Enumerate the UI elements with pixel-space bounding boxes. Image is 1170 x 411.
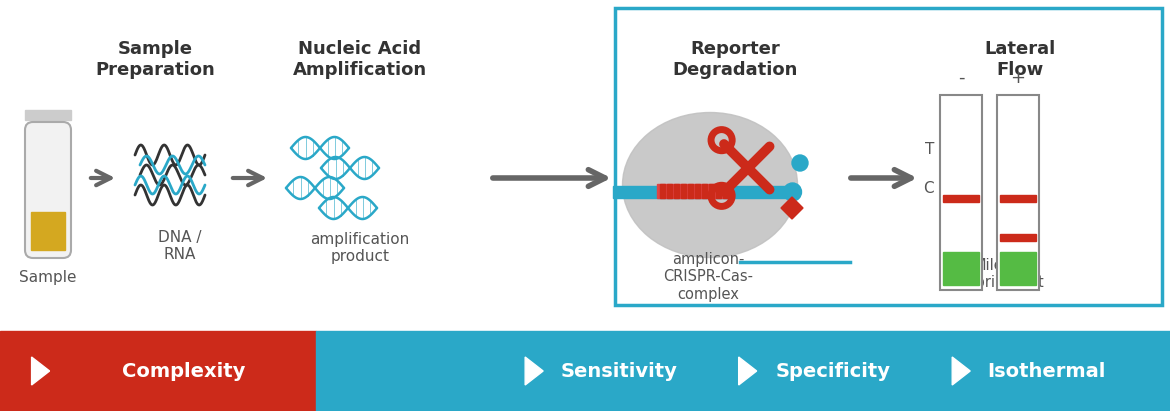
Text: Sample
Preparation: Sample Preparation [95, 40, 215, 79]
Bar [716, 184, 721, 198]
Bar [25, 110, 71, 120]
Text: Reporter
Degradation: Reporter Degradation [673, 40, 798, 79]
Polygon shape [32, 357, 49, 385]
Bar [940, 95, 982, 290]
Bar [688, 184, 693, 198]
Bar [997, 95, 1039, 290]
Text: Nucleic Acid
Amplification: Nucleic Acid Amplification [292, 40, 427, 79]
Text: Complexity: Complexity [122, 362, 245, 381]
Polygon shape [738, 357, 757, 385]
Text: amplicon-
CRISPR-Cas-
complex: amplicon- CRISPR-Cas- complex [663, 252, 753, 302]
Text: Lateral
Flow: Lateral Flow [984, 40, 1055, 79]
Text: DNA /
RNA: DNA / RNA [158, 230, 201, 262]
Bar [1000, 234, 1035, 241]
Text: T: T [924, 142, 934, 157]
Bar [681, 184, 686, 198]
Text: Sensitivity: Sensitivity [560, 362, 677, 381]
Bar [0, 331, 316, 411]
Bar [695, 184, 700, 198]
Text: Milenia
HybriDetect: Milenia HybriDetect [956, 258, 1044, 291]
Text: Isothermal: Isothermal [987, 362, 1106, 381]
Bar [30, 212, 66, 250]
Bar [316, 331, 1170, 411]
Bar [709, 184, 714, 198]
Bar [1000, 252, 1035, 285]
Bar [1000, 195, 1035, 202]
Text: amplification
product: amplification product [310, 232, 410, 264]
Bar [702, 184, 707, 198]
Bar [943, 195, 979, 202]
Text: -: - [958, 69, 964, 87]
Bar [674, 184, 679, 198]
Polygon shape [525, 357, 543, 385]
Circle shape [784, 183, 801, 201]
Bar [615, 8, 1162, 305]
Bar [943, 252, 979, 285]
Text: Specificity: Specificity [776, 362, 890, 381]
Text: +: + [1011, 69, 1025, 87]
Ellipse shape [622, 113, 798, 258]
Polygon shape [782, 197, 803, 219]
Bar [613, 186, 798, 198]
Text: C: C [923, 181, 934, 196]
Bar [667, 184, 672, 198]
Text: Sample: Sample [19, 270, 77, 285]
Circle shape [792, 155, 808, 171]
FancyBboxPatch shape [25, 122, 71, 258]
Bar [723, 184, 728, 198]
Bar [658, 184, 727, 198]
Bar [660, 184, 665, 198]
Polygon shape [952, 357, 970, 385]
